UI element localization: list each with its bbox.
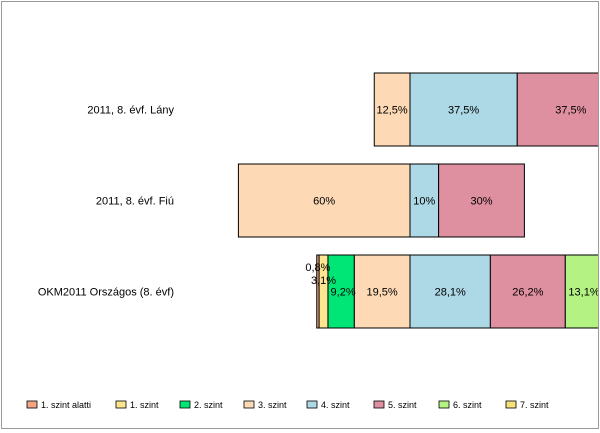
bar-segment	[373, 72, 411, 147]
legend-label: 2. szint	[194, 400, 223, 410]
legend-swatch	[373, 400, 385, 409]
bar-segment	[564, 254, 600, 329]
data-label: 28,1%	[435, 287, 466, 299]
legend-label: 7. szint	[520, 400, 549, 410]
data-label: 30%	[470, 196, 492, 208]
legend-swatch	[115, 400, 127, 409]
category-label: 2011, 8. évf. Fiú	[96, 196, 174, 208]
data-label: 26,2%	[512, 287, 543, 299]
legend-swatch	[26, 400, 38, 409]
bar-segment	[353, 254, 411, 329]
stacked-bar-chart: 37,5%37,5%12,5%12,5%10%30%60%28,1%26,2%1…	[26, 72, 600, 410]
category-label: 2011, 8. évf. Lány	[87, 105, 174, 117]
bar-segment	[409, 72, 518, 147]
bar-segment	[409, 163, 440, 238]
legend-label: 1. szint alatti	[41, 400, 91, 410]
legend-label: 6. szint	[453, 400, 482, 410]
bar-segment	[516, 72, 600, 147]
legend: 1. szint alatti 1. szint 2. szint 3. szint 4…	[26, 400, 549, 410]
bar-segment	[438, 163, 525, 238]
legend-swatch	[505, 400, 517, 409]
legend-label: 4. szint	[321, 400, 350, 410]
data-label: 3,1%	[311, 275, 336, 287]
data-label: 37,5%	[555, 105, 586, 117]
bar-segment	[237, 163, 411, 238]
data-label: 10%	[413, 196, 435, 208]
bar-segment	[327, 254, 355, 329]
data-label: 0,8%	[305, 262, 330, 274]
bars-layer: 37,5%37,5%12,5%12,5%10%30%60%28,1%26,2%1…	[237, 72, 600, 329]
data-label: 37,5%	[448, 105, 479, 117]
data-label: 9,2%	[331, 287, 356, 299]
legend-swatch	[243, 400, 255, 409]
data-label: 12,5%	[377, 105, 408, 117]
data-label: 19,5%	[367, 287, 398, 299]
data-label: 60%	[313, 196, 335, 208]
legend-swatch	[438, 400, 450, 409]
data-label: 13,1%	[568, 287, 598, 299]
category-labels: 2011, 8. évf. Lány 2011, 8. évf. Fiú OKM20…	[38, 105, 175, 299]
bar-segment	[316, 254, 320, 329]
category-label: OKM2011 Országos (8. évf)	[38, 287, 174, 299]
legend-swatch	[179, 400, 191, 409]
legend-label: 3. szint	[258, 400, 287, 410]
legend-swatch	[306, 400, 318, 409]
legend-label: 5. szint	[388, 400, 417, 410]
legend-label: 1. szint	[130, 400, 159, 410]
